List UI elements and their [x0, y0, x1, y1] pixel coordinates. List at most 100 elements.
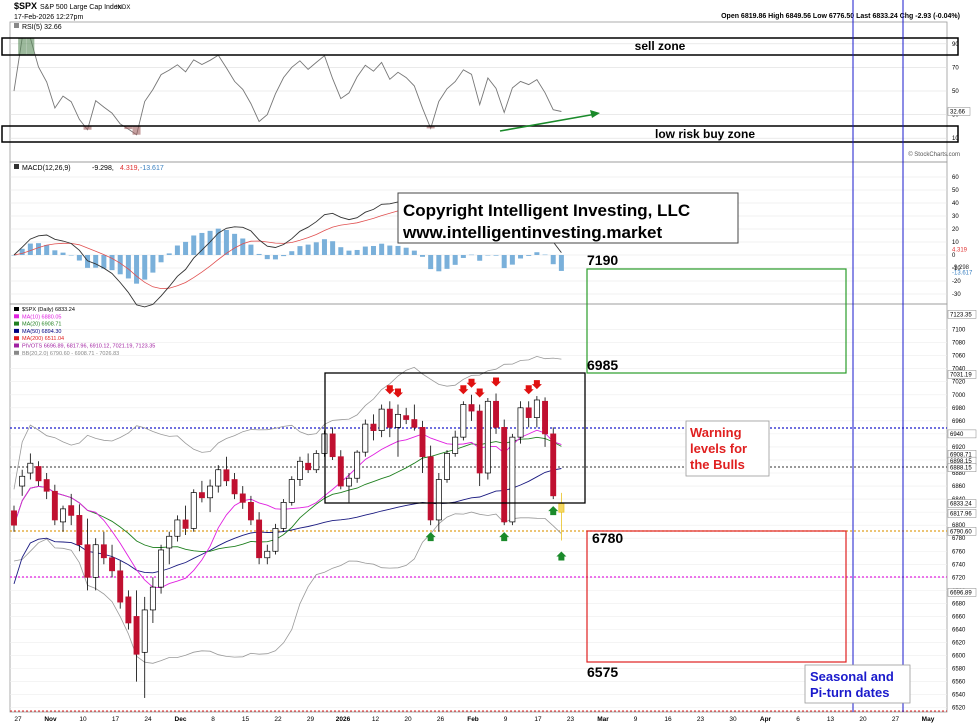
x-axis-label: 20: [404, 716, 412, 723]
macd-histogram-bar: [354, 249, 360, 255]
macd-histogram-bar: [485, 255, 491, 256]
candle-body: [542, 400, 549, 435]
buy-signal-arrow: [548, 506, 559, 516]
level-6575: 6575: [587, 664, 618, 680]
price-axis-tag-text: 6940: [950, 432, 964, 438]
candle-body: [100, 544, 107, 559]
price-tick-label: 7100: [952, 328, 966, 334]
sell-signal-arrow: [523, 385, 534, 395]
macd-histogram-bar: [558, 255, 564, 271]
sell-signal-arrow: [458, 385, 469, 395]
candle-body: [133, 616, 140, 655]
x-axis-label: 20: [859, 716, 867, 723]
candle-body: [305, 462, 312, 471]
macd-axis-tag: 4.319: [952, 247, 968, 253]
candle-body: [264, 550, 271, 559]
macd-histogram-bar: [289, 251, 295, 255]
candle-body: [533, 399, 540, 418]
rsi-line: [13, 37, 562, 136]
macd-histogram-bar: [387, 245, 393, 255]
macd-histogram-bar: [338, 247, 344, 255]
copyright-line1: Copyright Intelligent Investing, LLC: [403, 201, 690, 220]
candle-body: [525, 407, 532, 418]
price-axis-tag: [947, 527, 977, 536]
seasonal-line1: Seasonal and: [810, 669, 894, 684]
macd-histogram-bar: [76, 255, 82, 261]
macd-histogram-bar: [264, 255, 270, 260]
candle-body: [11, 510, 17, 526]
candle-body: [419, 427, 426, 458]
macd-histogram-bar: [420, 255, 425, 257]
candle-body: [223, 469, 230, 482]
sell-signal-arrow: [466, 378, 477, 388]
price-tick-label: 6920: [952, 445, 966, 451]
x-axis-label: 10: [79, 716, 87, 723]
macd-tick-label: 60: [952, 175, 959, 181]
macd-axis-tag: -9.298: [952, 265, 970, 271]
candle-body: [256, 519, 263, 559]
candle-body: [386, 408, 393, 428]
candle-body: [272, 528, 279, 552]
rsi-overbought-fill: [26, 37, 35, 56]
sell-signal-arrow: [474, 388, 485, 398]
macd-tick-label: -20: [952, 279, 961, 285]
candle-body: [158, 549, 165, 588]
macd-histogram-bar: [444, 255, 450, 269]
candle-body: [354, 451, 361, 479]
macd-histogram-bar: [534, 252, 540, 255]
legend-entry: MA(50) 6894.30: [22, 329, 61, 335]
candle-body: [247, 501, 254, 521]
candle-body: [125, 596, 132, 624]
candle-body: [76, 515, 83, 546]
macd-histogram-bar: [379, 243, 385, 255]
x-axis-label: Mar: [597, 716, 609, 723]
legend-swatch: [14, 343, 19, 348]
macd-legend-name: MACD(12,26,9): [22, 165, 71, 172]
macd-histogram-bar: [44, 244, 50, 255]
macd-histogram-bar: [142, 255, 148, 280]
price-tick-label: 6600: [952, 654, 966, 660]
rsi-axis-tag-text: 32.66: [950, 109, 966, 115]
macd-histogram-bar: [166, 253, 172, 255]
candle-body: [370, 423, 377, 431]
candle-body: [427, 456, 434, 521]
rsi-legend-text: RSI(5) 32.66: [22, 24, 62, 31]
candle-body: [231, 479, 238, 495]
rsi-oversold-fill: [83, 126, 92, 130]
price-tick-label: 6740: [952, 562, 966, 568]
candle-body: [60, 508, 66, 523]
candle-body: [68, 505, 75, 516]
macd-histogram-bar: [19, 248, 25, 255]
legend-swatch: [14, 321, 19, 326]
warning-line1: Warning: [690, 425, 742, 440]
macd-histogram-bar: [362, 246, 368, 255]
buy-signal-arrow: [556, 551, 567, 561]
ma10-line: [13, 429, 562, 589]
legend-swatch: [14, 314, 19, 319]
sell-zone-box: [1, 37, 959, 56]
legend-entry: MA(10) 6880.05: [22, 314, 61, 320]
macd-histogram-bar: [452, 255, 458, 265]
price-axis-tag-text: 6817.96: [950, 511, 972, 517]
candle-body: [27, 462, 34, 474]
price-tick-label: 7060: [952, 354, 966, 360]
macd-histogram-bar: [469, 254, 475, 256]
macd-histogram-bar: [158, 255, 164, 263]
price-axis-tag-text: 6908.71: [950, 452, 972, 458]
candle-body: [501, 427, 508, 523]
candle-body: [558, 503, 565, 513]
macd-tick-label: -30: [952, 292, 961, 298]
price-tick-label: 7020: [952, 380, 966, 386]
x-axis-label: 16: [664, 716, 672, 723]
macd-legend-signal: 4.319,: [120, 165, 140, 172]
x-axis-label: 24: [144, 716, 152, 723]
exchange-label: INDX: [116, 5, 130, 11]
candle-body: [411, 419, 418, 428]
candle-body: [460, 404, 467, 438]
macd-histogram-bar: [232, 233, 238, 255]
x-axis-label: Nov: [44, 716, 57, 723]
seasonal-line2: Pi-turn dates: [810, 685, 889, 700]
index-name: S&P 500 Large Cap Index: [40, 4, 122, 11]
rsi-panel-frame: [9, 21, 948, 163]
